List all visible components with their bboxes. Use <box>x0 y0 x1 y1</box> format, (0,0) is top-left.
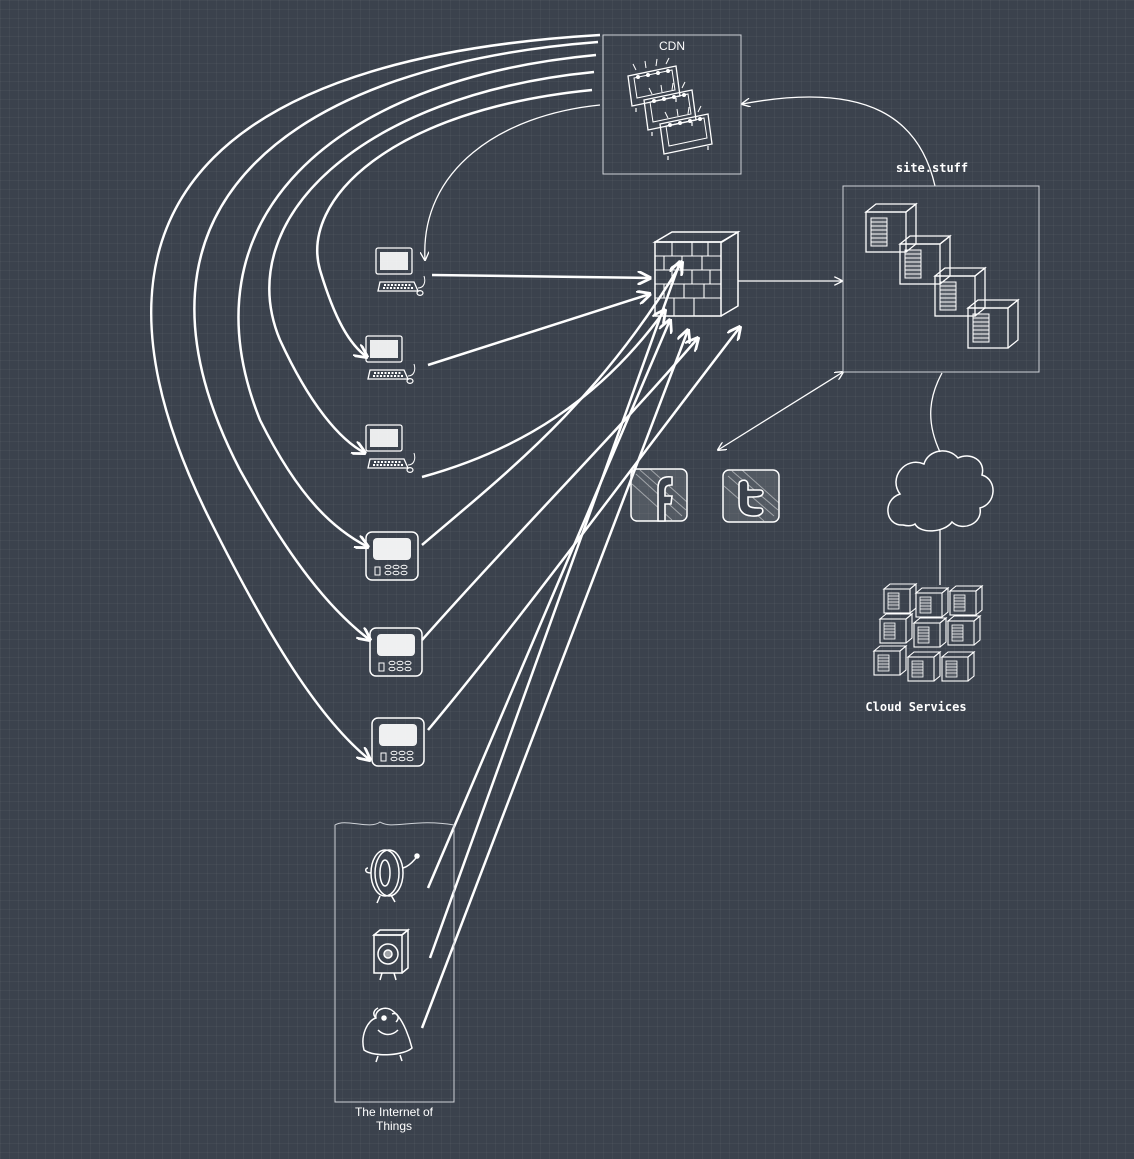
edge-cdn-to-desktop-2 <box>316 88 593 357</box>
connectors <box>150 33 943 1029</box>
iot-device-tire[interactable] <box>365 849 420 904</box>
edge-cdn-to-desktop-1 <box>425 104 601 260</box>
tablet-1[interactable] <box>365 531 419 581</box>
firewall[interactable] <box>652 230 741 317</box>
edge-tablet-2-to-firewall <box>421 338 698 641</box>
iot-device-speaker[interactable] <box>371 928 411 981</box>
edge-desktop-3-to-firewall <box>421 310 665 479</box>
cdn-node[interactable]: CDN <box>602 34 742 175</box>
tablet-2[interactable] <box>369 627 423 677</box>
cdn-label: CDN <box>659 39 685 53</box>
site-server-cluster <box>865 203 1019 349</box>
cdn-cluster <box>627 57 713 161</box>
iot-label-line-2: Things <box>376 1119 412 1133</box>
edge-iot-creature-to-firewall <box>420 330 688 1029</box>
cdn-frame <box>602 34 742 175</box>
edge-site-to-cdn <box>742 96 936 187</box>
site-label: site.stuff <box>896 161 968 175</box>
edge-cdn-to-tablet-1 <box>237 53 597 547</box>
iot-container[interactable]: The Internet of Things <box>334 821 455 1133</box>
edge-cdn-to-tablet-3 <box>150 33 601 760</box>
edge-iot-speaker-to-firewall <box>428 262 680 959</box>
edge-iot-tire-to-firewall <box>426 320 670 889</box>
edge-cdn-to-tablet-2 <box>193 40 599 640</box>
site-frame <box>842 185 1040 373</box>
edge-site-social <box>718 372 843 450</box>
tablet-3[interactable] <box>371 717 425 767</box>
edge-desktop-2-to-firewall <box>427 294 650 367</box>
iot-frame <box>334 821 455 1103</box>
twitter-logo[interactable] <box>722 469 780 523</box>
edge-cloud-to-site <box>930 372 943 453</box>
iot-label-line-1: The Internet of <box>355 1105 434 1119</box>
edge-tablet-1-to-firewall <box>421 262 682 546</box>
desktop-computer-2[interactable] <box>365 335 416 385</box>
cloud-services-label: Cloud Services <box>865 700 966 714</box>
edge-cdn-to-desktop-3 <box>268 70 595 453</box>
iot-device-creature[interactable] <box>362 1007 413 1063</box>
desktop-computer-1[interactable] <box>375 247 426 297</box>
cloud-server-grid[interactable] <box>873 583 983 682</box>
cloud[interactable] <box>887 450 994 532</box>
site-node[interactable]: site.stuff <box>842 161 1040 373</box>
edge-desktop-1-to-firewall <box>431 275 650 278</box>
desktop-computer-3[interactable] <box>365 424 416 474</box>
facebook-logo[interactable] <box>630 468 688 522</box>
